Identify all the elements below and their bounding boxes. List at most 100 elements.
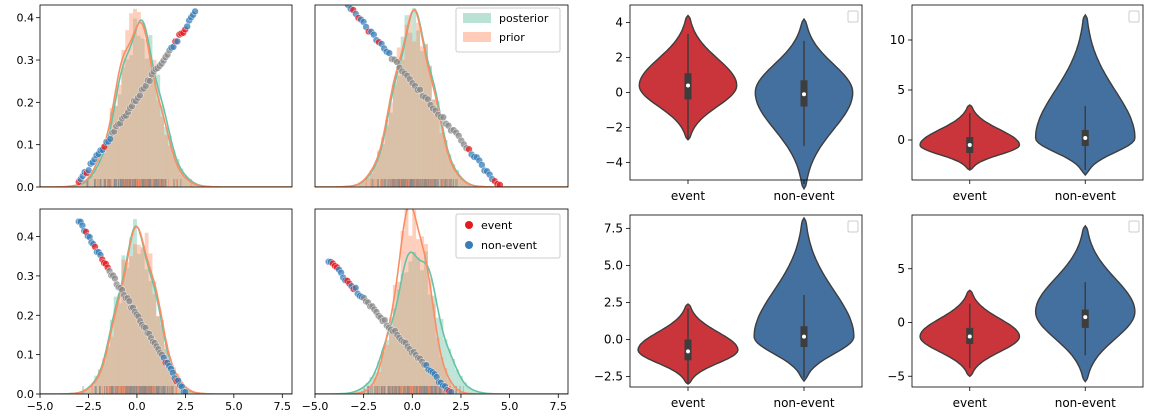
dist-top-1-prior-hist-bar — [152, 59, 157, 187]
violin-bottom-1-event-median — [686, 349, 690, 354]
dist-top-2-posterior-hist-bar — [420, 50, 424, 187]
dist-bottom-2-prior-hist-bar — [416, 239, 421, 394]
dist-top-1-prior-hist-bar — [109, 107, 114, 187]
dist-top-1-posterior-hist-bar — [117, 94, 122, 187]
dist-top-2-posterior-hist-bar — [404, 15, 409, 187]
dist-top-2-prior-hist-bar — [361, 180, 366, 187]
violin-bottom-2-event-median — [967, 334, 972, 339]
dist-bottom-1-prior-hist-bar — [113, 308, 118, 394]
dist-bottom-2-xtick-label: −2.5 — [350, 400, 377, 413]
dist-bottom-2-posterior-hist-bar — [443, 339, 448, 394]
dist-top-1-posterior-hist-bar — [183, 176, 188, 187]
dist-top-2-posterior-hist-bar — [462, 182, 467, 187]
dist-top-2-prior-hist-bar — [416, 22, 421, 187]
dist-bottom-2-posterior-hist-bar — [392, 308, 397, 394]
violin-top-1-ytick-label: −4 — [605, 156, 623, 170]
dist-bottom-1-posterior-hist-bar — [164, 349, 168, 394]
dist-top-1-posterior-hist-bar — [167, 135, 172, 187]
legend-label-posterior: posterior — [499, 12, 549, 25]
dist-bottom-2-prior-hist-bar — [392, 284, 397, 394]
dist-top-1-posterior-hist-bar — [164, 127, 168, 187]
violin-top-2-frame — [911, 4, 1144, 181]
violin-top-2-category-label: non-event — [1055, 189, 1116, 203]
dist-top-1-posterior-hist-bar — [113, 105, 118, 187]
violin-bottom-1-category-label: event — [671, 396, 705, 410]
violin-bottom-2-non-event-median — [1083, 315, 1088, 320]
dist-top-2-prior-hist-bar — [400, 59, 405, 187]
violin-bottom-2-frame — [911, 214, 1144, 388]
dist-bottom-2-posterior-hist-bar — [357, 389, 362, 394]
dist-top-2-prior-hist-bar — [412, 41, 417, 187]
legend-label-prior: prior — [499, 31, 525, 44]
dist-bottom-1-xtick-label: 5.0 — [225, 400, 243, 413]
dist-bottom-2-posterior-hist-bar — [412, 252, 417, 394]
dist-bottom-1-ytick-label: 0.2 — [17, 309, 35, 322]
dist-top-1-posterior-hist-bar — [175, 159, 180, 187]
dist-top-1-prior-hist-bar — [102, 147, 106, 187]
dist-top-2-posterior-hist-bar — [381, 144, 386, 187]
dist-bottom-2-prior-hist-bar — [388, 325, 393, 394]
dist-top-2-posterior-hist-bar — [373, 163, 378, 187]
legend-label-non-event: non-event — [481, 239, 538, 252]
violin-bottom-2-ytick-label: −5 — [887, 369, 905, 383]
dist-top-2-posterior-hist-bar — [392, 81, 397, 187]
dist-top-1-prior-hist-bar — [187, 180, 192, 187]
violin-top-2-empty-legend — [1128, 10, 1140, 23]
dist-bottom-1-xtick-label: −5.0 — [27, 400, 54, 413]
dist-bottom-2-posterior-hist-bar — [404, 272, 409, 394]
dist-bottom-2-prior-hist-bar — [361, 391, 366, 394]
dist-top-2-posterior-hist-bar — [377, 151, 382, 187]
dist-bottom-1-posterior-hist-bar — [117, 303, 122, 394]
dist-bottom-1-posterior-hist-bar — [109, 319, 114, 394]
dist-bottom-2-posterior-hist-bar — [408, 261, 413, 394]
dist-top-2-prior-hist-bar — [373, 164, 378, 187]
dist-bottom-1-posterior-hist-bar — [121, 255, 126, 394]
dist-top-1-posterior-hist-bar — [125, 59, 130, 187]
violin-bottom-1-non-event-median — [802, 334, 806, 339]
dist-top-2-prior-hist-bar — [443, 140, 448, 187]
dist-bottom-2-posterior-hist-bar — [416, 257, 421, 394]
violin-bottom-1-empty-legend — [847, 220, 859, 233]
dist-bottom-2-xtick-label: 2.5 — [452, 400, 470, 413]
dist-top-1-posterior-hist-bar — [152, 77, 157, 187]
dist-top-2-prior-hist-bar — [357, 182, 362, 187]
dist-bottom-2-posterior-hist-bar — [466, 386, 471, 394]
dist-bottom-2-xtick-label: −5.0 — [302, 400, 329, 413]
dist-top-1-ytick-label: 0.0 — [17, 181, 35, 194]
dist-top-1-prior-hist-bar — [113, 105, 118, 187]
violin-top-2-category-label: event — [953, 189, 987, 203]
dist-top-2-posterior-hist-bar — [400, 36, 405, 187]
violin-top-2-ytick-label: 10 — [890, 33, 905, 47]
dist-top-2-prior-hist-bar — [439, 132, 444, 187]
dist-bottom-2-posterior-hist-bar — [474, 391, 479, 394]
legend-marker-event — [465, 221, 473, 229]
dist-bottom-2-prior-hist-bar — [423, 244, 428, 394]
dist-top-2-prior-hist-bar — [369, 170, 374, 187]
dist-bottom-2-posterior-hist-bar — [388, 317, 393, 394]
dist-top-2-posterior-hist-bar — [443, 139, 448, 187]
dist-bottom-1-posterior-hist-bar — [191, 392, 196, 394]
dist-bottom-2-posterior-hist-bar — [447, 348, 452, 394]
violin-top-1-empty-legend — [847, 10, 859, 23]
dist-bottom-2-posterior-hist-bar — [462, 382, 467, 394]
dist-bottom-1-rug — [82, 386, 185, 394]
dist-bottom-1-xtick-label: 7.5 — [274, 400, 292, 413]
dist-top-2-prior-hist-bar — [392, 84, 397, 187]
dist-top-1-posterior-hist-bar — [129, 55, 134, 187]
dist-top-2-posterior-hist-bar — [455, 169, 460, 187]
dist-top-2-posterior-hist-bar — [427, 65, 432, 187]
dist-bottom-1-prior-hist-bar — [125, 262, 130, 394]
dist-bottom-1-ytick-label: 0.4 — [17, 231, 35, 244]
legend-swatch-prior — [463, 32, 491, 42]
violin-bottom-1-ytick-label: 0.0 — [604, 333, 623, 347]
dist-top-2-posterior-hist-bar — [408, 32, 413, 187]
dist-top-2-prior-hist-bar — [459, 178, 463, 187]
dist-bottom-2-posterior-kde-line — [315, 251, 568, 394]
dist-bottom-2-posterior-hist-bar — [423, 251, 428, 394]
dist-top-1-prior-hist-bar — [183, 176, 188, 187]
dist-top-1-posterior-hist-bar — [90, 175, 95, 187]
dist-top-1-prior-hist-bar — [117, 84, 122, 187]
dist-bottom-1-posterior-hist-bar — [167, 358, 172, 394]
dist-top-1-posterior-hist-bar — [78, 184, 83, 187]
dist-bottom-2-prior-hist-bar — [443, 368, 448, 394]
